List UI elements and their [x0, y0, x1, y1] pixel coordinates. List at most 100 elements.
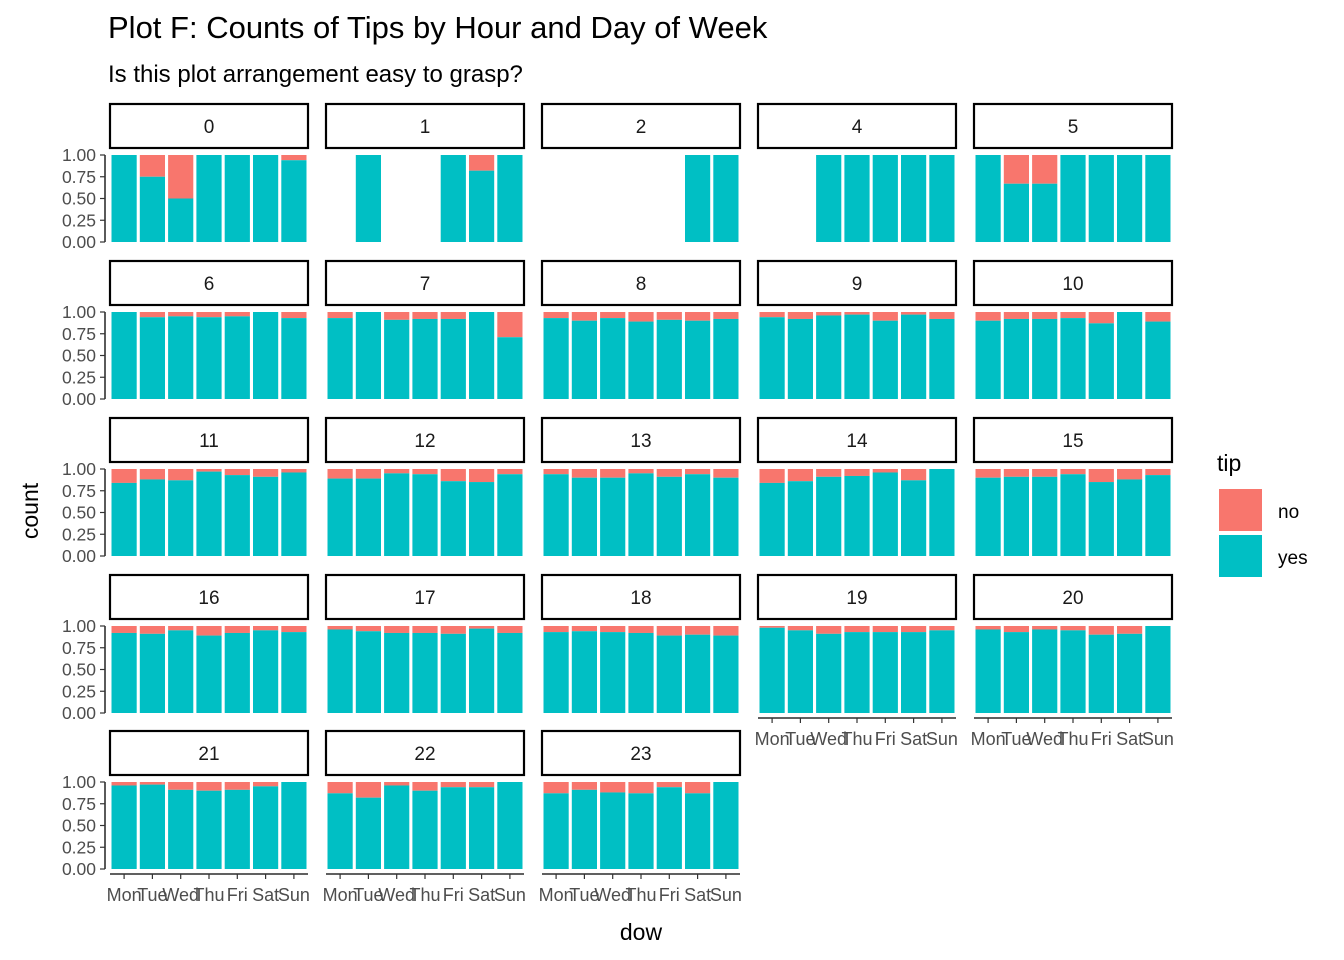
- x-tick-label: Thu: [193, 885, 224, 905]
- bar-no-thu: [628, 782, 654, 794]
- bar-no-wed: [816, 626, 842, 634]
- bar-no-fri: [224, 782, 250, 790]
- bar-yes-tue: [355, 312, 381, 399]
- bar-no-tue: [1003, 626, 1029, 633]
- bar-no-tue: [355, 626, 381, 632]
- x-tick-label: Sat: [900, 729, 927, 749]
- bar-no-fri: [1088, 469, 1114, 483]
- bar-no-mon: [543, 312, 569, 319]
- bar-yes-tue: [787, 630, 813, 713]
- bar-yes-thu: [844, 314, 870, 399]
- y-tick-label: 0.50: [62, 346, 96, 366]
- bar-yes-thu: [412, 318, 438, 399]
- facet-label: 4: [852, 117, 863, 138]
- bar-yes-sun: [497, 632, 523, 713]
- bar-yes-sun: [713, 477, 739, 556]
- x-tick-label: Sun: [926, 729, 958, 749]
- facet-label: 19: [846, 588, 867, 609]
- bar-yes-tue: [571, 631, 597, 713]
- x-tick-label: Fri: [659, 885, 680, 905]
- bar-yes-mon: [111, 312, 137, 399]
- facet-strip: [972, 259, 1174, 307]
- bar-no-sun: [281, 626, 307, 633]
- bar-no-fri: [872, 469, 898, 473]
- facet-label: 21: [198, 744, 219, 765]
- facet-strip: [540, 416, 742, 464]
- legend-key-yes: [1219, 535, 1262, 577]
- bar-no-wed: [168, 155, 194, 199]
- bar-yes-mon: [543, 474, 569, 556]
- bar-no-tue: [1003, 312, 1029, 319]
- bar-no-thu: [412, 469, 438, 475]
- bar-yes-thu: [1060, 630, 1086, 713]
- bar-yes-wed: [1032, 476, 1058, 556]
- bar-yes-wed: [816, 155, 842, 242]
- bar-no-mon: [327, 469, 353, 479]
- y-tick-label: 0.75: [62, 638, 96, 658]
- y-tick-label: 0.50: [62, 503, 96, 523]
- bar-yes-tue: [571, 789, 597, 869]
- bar-no-fri: [224, 312, 250, 317]
- bar-yes-sun: [713, 155, 739, 242]
- bar-no-mon: [543, 469, 569, 475]
- bar-no-thu: [196, 626, 222, 636]
- x-tick-label: Tue: [1001, 729, 1031, 749]
- bar-no-wed: [1032, 155, 1058, 184]
- facet-strip: [108, 729, 310, 777]
- bar-no-sat: [1117, 469, 1143, 480]
- bar-yes-sat: [901, 314, 927, 399]
- y-tick-label: 0.75: [62, 324, 96, 344]
- bar-no-sat: [253, 626, 279, 631]
- bar-yes-thu: [196, 635, 222, 713]
- bar-yes-fri: [1088, 323, 1114, 399]
- bar-yes-fri: [224, 789, 250, 869]
- bar-yes-mon: [975, 155, 1001, 242]
- bar-no-tue: [787, 312, 813, 319]
- x-axis-title: dow: [620, 919, 663, 945]
- x-tick-label: Fri: [227, 885, 248, 905]
- bar-no-wed: [600, 469, 626, 478]
- facet-label: 12: [414, 431, 435, 452]
- bar-no-fri: [656, 626, 682, 636]
- bar-no-sat: [1117, 626, 1143, 634]
- bar-yes-thu: [196, 471, 222, 556]
- bar-yes-sat: [1117, 312, 1143, 399]
- facet-strip: [756, 259, 958, 307]
- x-tick-label: Sun: [278, 885, 310, 905]
- bar-yes-wed: [384, 319, 410, 399]
- y-tick-label: 0.25: [62, 681, 96, 701]
- bar-yes-tue: [139, 176, 165, 242]
- bar-no-sat: [469, 155, 495, 171]
- y-tick-label: 0.75: [62, 167, 96, 187]
- facet-strip: [108, 573, 310, 621]
- bar-no-thu: [1060, 312, 1086, 319]
- bar-yes-tue: [355, 797, 381, 869]
- bar-yes-fri: [440, 787, 466, 869]
- bar-no-fri: [440, 626, 466, 634]
- bar-no-fri: [872, 312, 898, 321]
- bar-yes-sun: [497, 782, 523, 869]
- facet-label: 8: [636, 274, 647, 295]
- bar-yes-sun: [281, 318, 307, 399]
- bar-yes-sat: [685, 634, 711, 713]
- bar-yes-thu: [628, 632, 654, 713]
- bar-no-fri: [440, 782, 466, 788]
- bar-no-sun: [281, 312, 307, 319]
- bar-yes-fri: [1088, 155, 1114, 242]
- bar-no-wed: [816, 312, 842, 316]
- bar-no-fri: [224, 469, 250, 476]
- bar-no-mon: [111, 469, 137, 483]
- bar-yes-mon: [327, 629, 353, 713]
- bar-yes-sat: [253, 630, 279, 713]
- bar-yes-fri: [656, 476, 682, 556]
- bar-no-tue: [355, 782, 381, 798]
- bar-yes-sat: [685, 474, 711, 556]
- x-tick-label: Fri: [875, 729, 896, 749]
- bar-no-sun: [497, 469, 523, 475]
- bar-yes-thu: [196, 155, 222, 242]
- bar-no-mon: [111, 626, 137, 633]
- bar-yes-sun: [497, 155, 523, 242]
- y-tick-label: 1.00: [62, 459, 96, 479]
- bar-no-tue: [571, 312, 597, 321]
- facet-strip: [324, 573, 526, 621]
